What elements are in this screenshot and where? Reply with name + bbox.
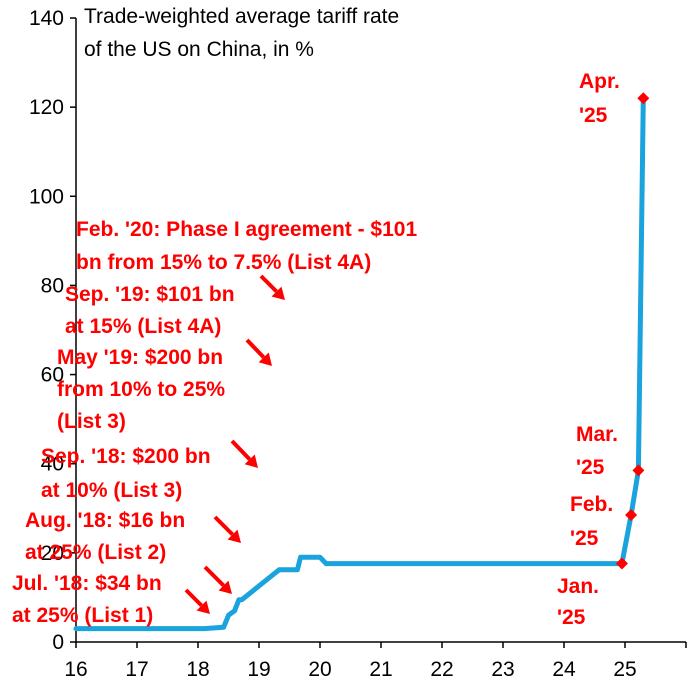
markers-group: Jan. '25 Feb. '25 Mar. '25 Apr. '25 — [557, 70, 650, 629]
annotation-sep18-line: Sep. '18: $200 bn — [41, 445, 211, 468]
x-tick-label: 24 — [552, 658, 576, 681]
y-tick-label: 100 — [29, 185, 64, 208]
annotation-jul18-line: at 25% (List 1) — [12, 604, 153, 627]
marker-label-line: '25 — [579, 104, 608, 127]
annotation-arrow-head — [218, 580, 232, 594]
marker-diamond — [625, 508, 638, 521]
annotation-may19-line: May '19: $200 bn — [57, 346, 223, 369]
annotation-feb20-line: Feb. '20: Phase I agreement - $101 — [76, 218, 417, 241]
marker-diamond — [637, 92, 650, 105]
annotation-sep19-line: at 15% (List 4A) — [65, 315, 221, 338]
annotation-arrow — [245, 338, 266, 359]
y-axis: 0 20 40 60 80 100 120 140 — [29, 7, 77, 654]
annotation-arrow — [203, 565, 225, 587]
chart-title: Trade-weighted average tariff rate of the… — [84, 5, 399, 61]
x-tick-label: 19 — [247, 658, 270, 681]
y-tick-label: 120 — [29, 96, 64, 119]
chart-title-line: Trade-weighted average tariff rate — [84, 5, 399, 28]
series-line — [73, 95, 646, 632]
x-tick-label: 25 — [613, 658, 636, 681]
marker-label-line: '25 — [557, 606, 586, 629]
chart-title-line: of the US on China, in % — [84, 38, 314, 61]
annotations-group: Jul. '18: $34 bn at 25% (List 1) Aug. '18:… — [12, 218, 417, 627]
annotation-sep18-line: at 10% (List 3) — [41, 479, 182, 502]
annotation-arrow — [213, 515, 234, 536]
annotation-feb20-line: bn from 15% to 7.5% (List 4A) — [76, 251, 371, 274]
marker-diamond — [632, 464, 645, 477]
annotation-sep19-line: Sep. '19: $101 bn — [65, 283, 235, 306]
annotation-may19-line: from 10% to 25% — [57, 378, 225, 401]
marker-label-line: Feb. — [570, 493, 613, 516]
marker-diamond — [615, 557, 628, 570]
annotation-arrow — [259, 274, 278, 293]
y-tick-label: 40 — [41, 453, 64, 476]
x-tick-label: 22 — [430, 658, 453, 681]
annotation-arrow-head — [227, 529, 241, 543]
y-tick-label: 140 — [29, 7, 64, 30]
annotation-jul18-line: Jul. '18: $34 bn — [12, 572, 162, 595]
annotation-arrow — [230, 439, 252, 461]
annotation-arrow-head — [271, 286, 285, 300]
marker-label-line: '25 — [576, 456, 605, 479]
y-tick-label: 80 — [41, 274, 64, 297]
x-tick-label: 20 — [308, 658, 331, 681]
annotation-aug18-line: Aug. '18: $16 bn — [25, 509, 185, 532]
annotation-arrow-head — [196, 600, 210, 614]
x-tick-label: 17 — [125, 658, 148, 681]
marker-label-line: Jan. — [557, 575, 599, 598]
y-tick-label: 20 — [41, 542, 64, 565]
annotation-aug18-line: at 25% (List 2) — [25, 541, 166, 564]
x-tick-label: 21 — [369, 658, 392, 681]
y-tick-label: 60 — [41, 364, 64, 387]
marker-label-line: '25 — [570, 527, 599, 550]
x-tick-label: 23 — [491, 658, 514, 681]
marker-label-line: Mar. — [576, 423, 618, 446]
x-tick-label: 16 — [64, 658, 87, 681]
y-tick-label: 0 — [52, 631, 64, 654]
annotation-arrow-head — [244, 454, 258, 468]
x-tick-label: 18 — [186, 658, 209, 681]
series-group — [73, 95, 646, 632]
annotation-may19-line: (List 3) — [57, 410, 126, 433]
annotation-arrow — [184, 588, 203, 607]
x-axis: 16 17 18 19 20 21 22 23 24 25 — [64, 641, 687, 681]
annotation-arrow-head — [258, 352, 272, 366]
marker-label-line: Apr. — [579, 70, 620, 93]
